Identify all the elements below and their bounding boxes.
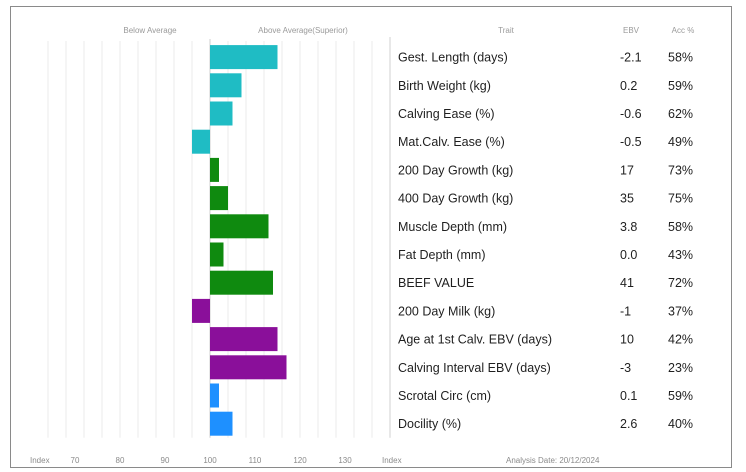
acc-value: 59% [668, 389, 693, 403]
trait-label: 400 Day Growth (kg) [398, 192, 513, 206]
acc-value: 62% [668, 107, 693, 121]
ebv-value: 17 [620, 163, 634, 177]
ebv-value: 0.0 [620, 248, 637, 262]
acc-value: 37% [668, 304, 693, 318]
x-tick-label: 70 [71, 456, 80, 465]
header-acc: Acc % [672, 26, 695, 35]
chart-frame [10, 6, 732, 468]
ebv-value: -2.1 [620, 51, 642, 65]
ebv-value: 10 [620, 333, 634, 347]
bar-6 [210, 186, 228, 211]
text-layer: Below Average Above Average(Superior) Tr… [30, 26, 694, 465]
acc-value: 59% [668, 79, 693, 93]
trait-label: Birth Weight (kg) [398, 79, 491, 93]
header-below-average: Below Average [123, 26, 177, 35]
bar-9 [210, 270, 273, 295]
bar-1 [210, 45, 278, 70]
ebv-value: 35 [620, 192, 634, 206]
bar-14 [210, 411, 233, 436]
bar-11 [210, 327, 278, 352]
trait-label: 200 Day Milk (kg) [398, 304, 495, 318]
acc-value: 72% [668, 276, 693, 290]
bar-5 [210, 157, 219, 182]
bar-7 [210, 214, 269, 239]
acc-value: 40% [668, 417, 693, 431]
ebv-value: 3.8 [620, 220, 637, 234]
bar-12 [210, 355, 287, 380]
ebv-value: 41 [620, 276, 634, 290]
ebv-value: 0.2 [620, 79, 637, 93]
header-ebv: EBV [623, 26, 640, 35]
x-tick-label: 110 [249, 456, 262, 465]
bar-2 [210, 73, 242, 98]
trait-label: Fat Depth (mm) [398, 248, 486, 262]
x-tick-label: 120 [293, 456, 307, 465]
header-trait: Trait [498, 26, 514, 35]
trait-label: BEEF VALUE [398, 276, 474, 290]
acc-value: 58% [668, 51, 693, 65]
acc-value: 73% [668, 163, 693, 177]
trait-label: Mat.Calv. Ease (%) [398, 135, 505, 149]
x-tick-label: 100 [203, 456, 217, 465]
ebv-value: 2.6 [620, 417, 637, 431]
footer-index-right: Index [382, 456, 402, 465]
ticks-layer: 70 80 90 100 110 120 130 [71, 456, 353, 465]
rows-layer: Gest. Length (days) -2.1 58% Birth Weight (… [398, 51, 693, 432]
trait-label: Age at 1st Calv. EBV (days) [398, 333, 552, 347]
acc-value: 49% [668, 135, 693, 149]
footer-index-left: Index [30, 456, 50, 465]
header-above-average: Above Average(Superior) [258, 26, 348, 35]
footer-analysis-date: Analysis Date: 20/12/2024 [506, 456, 600, 465]
ebv-value: -0.5 [620, 135, 642, 149]
x-tick-label: 90 [161, 456, 170, 465]
x-tick-label: 130 [338, 456, 352, 465]
ebv-value: 0.1 [620, 389, 637, 403]
trait-label: Muscle Depth (mm) [398, 220, 507, 234]
trait-label: Docility (%) [398, 417, 461, 431]
acc-value: 42% [668, 333, 693, 347]
trait-label: Gest. Length (days) [398, 51, 508, 65]
acc-value: 58% [668, 220, 693, 234]
acc-value: 43% [668, 248, 693, 262]
ebv-value: -1 [620, 304, 631, 318]
bar-3 [210, 101, 233, 126]
bar-13 [210, 383, 219, 408]
acc-value: 75% [668, 192, 693, 206]
ebv-value: -0.6 [620, 107, 642, 121]
bar-4 [192, 129, 210, 154]
bars-layer [192, 45, 287, 436]
trait-label: Calving Interval EBV (days) [398, 361, 551, 375]
acc-value: 23% [668, 361, 693, 375]
trait-label: Calving Ease (%) [398, 107, 495, 121]
trait-label: Scrotal Circ (cm) [398, 389, 491, 403]
bar-8 [210, 242, 224, 267]
bar-10 [192, 298, 210, 323]
ebv-value: -3 [620, 361, 631, 375]
x-tick-label: 80 [116, 456, 125, 465]
trait-label: 200 Day Growth (kg) [398, 163, 513, 177]
